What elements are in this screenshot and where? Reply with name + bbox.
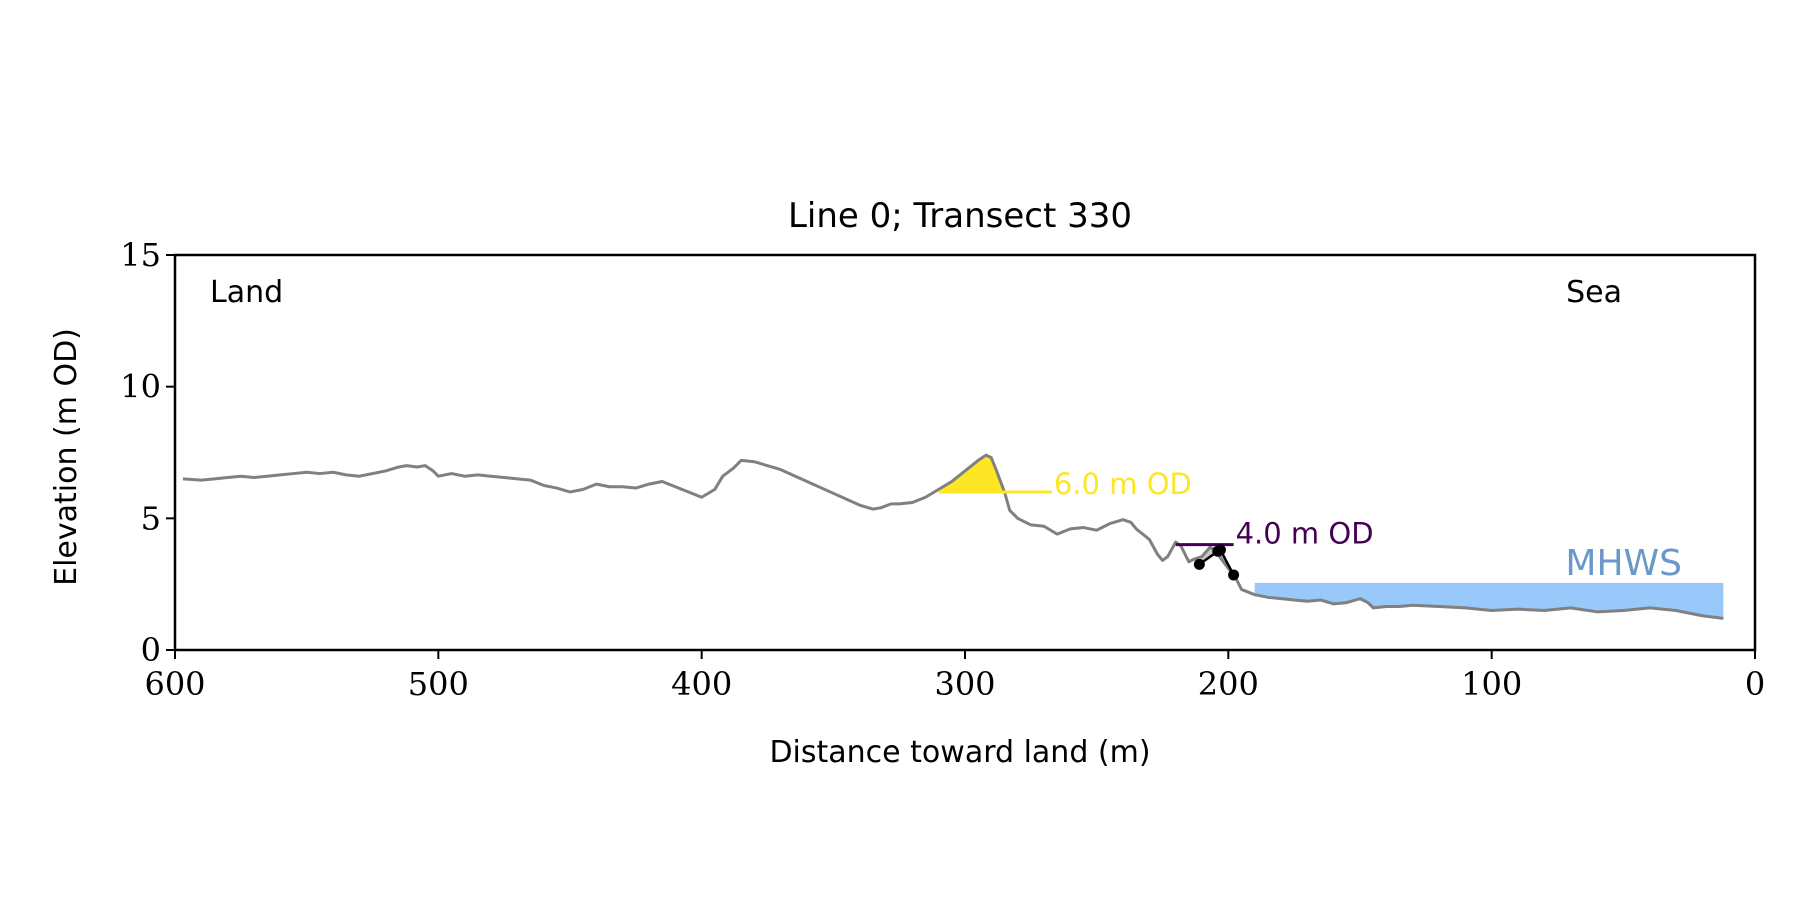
threshold-lines-layer (938, 490, 1234, 547)
annotation-layer: 6.0 m OD 4.0 m OD MHWS (1054, 467, 1682, 584)
x-tick-label: 100 (1461, 665, 1522, 703)
sample-point (1193, 558, 1205, 570)
mhws-fill-layer (1254, 582, 1724, 619)
y-tick-label: 15 (120, 236, 161, 274)
x-tick-label: 300 (934, 665, 995, 703)
y-tick-label: 0 (141, 631, 161, 669)
threshold-6-area-fill (938, 455, 1010, 492)
threshold-6-label: 6.0 m OD (1054, 467, 1192, 501)
points-layer (1193, 544, 1240, 581)
x-tick-label: 200 (1198, 665, 1259, 703)
x-tick-label: 0 (1745, 665, 1765, 703)
chart-title: Line 0; Transect 330 (788, 196, 1132, 236)
mhws-label: MHWS (1565, 543, 1682, 584)
sample-point (1228, 569, 1240, 581)
sea-label: Sea (1566, 275, 1622, 310)
land-label: Land (210, 275, 283, 310)
axes-layer: 600 500 400 300 200 100 0 0 5 10 15 (120, 236, 1765, 703)
threshold-4-fill-layer (1199, 547, 1234, 575)
x-tick-label: 500 (408, 665, 469, 703)
threshold-4-area-fill (1199, 547, 1234, 575)
y-tick-label: 5 (141, 499, 161, 537)
elevation-profile-line (182, 453, 1724, 620)
x-tick-label: 400 (671, 665, 732, 703)
x-axis-label: Distance toward land (m) (769, 735, 1150, 770)
mhws-water-fill (1254, 582, 1724, 619)
y-axis-label: Elevation (m OD) (49, 328, 84, 586)
x-tick-label: 600 (144, 665, 205, 703)
threshold-4-label: 4.0 m OD (1236, 517, 1374, 551)
sample-point (1214, 544, 1226, 556)
profile-layer (182, 453, 1724, 620)
y-tick-label: 10 (120, 368, 161, 406)
threshold-6-fill-layer (938, 455, 1010, 492)
